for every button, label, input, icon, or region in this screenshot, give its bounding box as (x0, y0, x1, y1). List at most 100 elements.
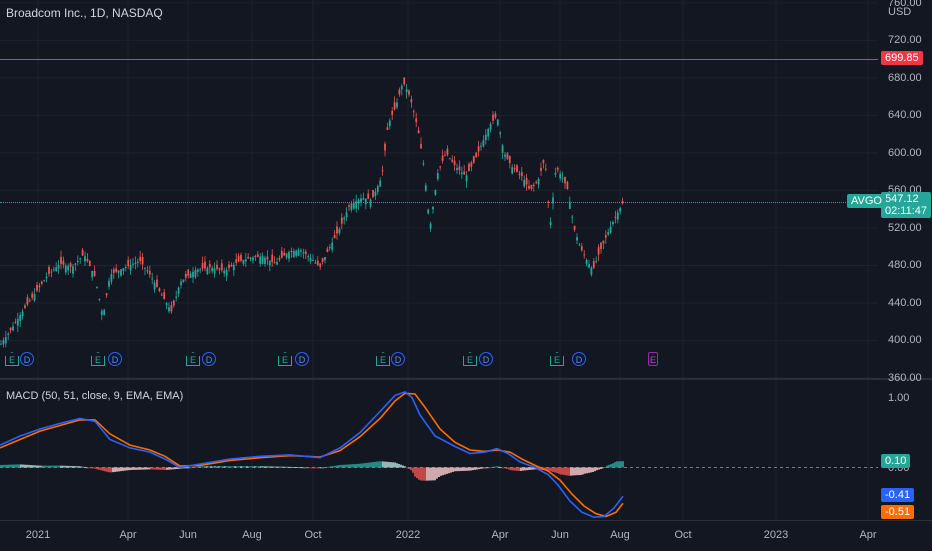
dividend-event-icon[interactable]: D (479, 352, 493, 366)
candle-body (280, 250, 283, 258)
alert-price-line[interactable] (0, 59, 878, 61)
candle-body (211, 267, 214, 272)
candle-body (184, 273, 187, 278)
candle-body (165, 303, 168, 305)
macd-histogram-bar (594, 467, 596, 472)
macd-histogram-bar (486, 467, 488, 469)
macd-histogram-bar (48, 465, 50, 468)
macd-histogram-bar (298, 467, 300, 469)
candle-body (60, 256, 62, 264)
macd-histogram-bar (534, 467, 536, 470)
macd-histogram-bar (168, 467, 170, 470)
candle-body (552, 197, 554, 204)
candle-body (420, 143, 422, 149)
macd-histogram-bar (166, 467, 168, 470)
candle-body (232, 264, 235, 271)
candle-body (141, 257, 144, 265)
candle-body (444, 155, 446, 157)
macd-histogram-bar (210, 466, 212, 468)
macd-histogram-bar (382, 461, 384, 468)
price-tick-label: 640.00 (888, 109, 922, 122)
dividend-event-icon[interactable]: D (202, 352, 216, 366)
macd-histogram-bar (292, 466, 294, 468)
macd-histogram-bar (268, 466, 270, 468)
candle-body (290, 251, 293, 253)
macd-histogram-bar (232, 466, 234, 468)
macd-histogram-bar (332, 466, 334, 468)
macd-histogram-bar (532, 467, 534, 470)
price-scale[interactable]: USD 760.00 720.00 680.00 640.00 600.00 560.00… (878, 0, 932, 384)
macd-chart-svg[interactable] (0, 380, 878, 520)
candle-body (309, 257, 312, 262)
candle-body (528, 185, 530, 189)
macd-histogram-bar (62, 465, 64, 468)
dividend-event-icon[interactable]: D (20, 352, 34, 366)
macd-histogram-bar (284, 466, 286, 468)
earnings-event-icon[interactable]: E (91, 352, 105, 366)
time-axis[interactable]: 2021 Apr Jun Aug Oct 2022 Apr Jun Aug Oct 2023 Apr (0, 520, 932, 551)
price-chart-svg[interactable] (0, 0, 878, 378)
candle-body (160, 294, 163, 296)
macd-histogram-bar (452, 467, 454, 472)
macd-histogram-bar (502, 467, 504, 469)
candle-body (216, 264, 218, 270)
earnings-event-icon[interactable]: E (278, 352, 292, 366)
candle-body (292, 250, 295, 258)
candle-body (266, 256, 269, 260)
dividend-event-icon[interactable]: D (108, 352, 122, 366)
dividend-event-icon[interactable]: D (295, 352, 309, 366)
candle-body (499, 132, 502, 135)
earnings-event-icon[interactable]: E (648, 352, 658, 366)
earnings-event-icon[interactable]: E (5, 352, 19, 366)
candle-body (556, 167, 559, 170)
macd-scale[interactable]: 1.000.00 0.10 -0.41 -0.51 (878, 380, 932, 520)
macd-histogram-bar (138, 467, 140, 470)
candle-body (588, 263, 590, 268)
macd-histogram-bar (84, 467, 86, 468)
macd-histogram-bar (570, 467, 572, 476)
macd-histogram-bar (14, 464, 16, 468)
candle-body (472, 156, 475, 163)
time-axis-label: Jun (551, 529, 569, 541)
macd-histogram-bar (454, 467, 456, 472)
candle-body (40, 281, 43, 284)
alert-price-badge[interactable]: 699.85 (881, 51, 923, 66)
macd-histogram-bar (424, 467, 426, 481)
candle-body (163, 292, 166, 300)
candle-body (595, 261, 598, 263)
candle-body (523, 180, 526, 187)
macd-histogram-bar (158, 467, 160, 470)
candle-body (204, 261, 206, 269)
candle-body (45, 276, 48, 279)
macd-histogram-bar (90, 467, 92, 469)
macd-histogram-bar (124, 467, 126, 471)
macd-histogram-bar (324, 467, 326, 469)
pane-separator[interactable] (0, 378, 932, 380)
time-axis-label: Apr (119, 529, 137, 541)
candle-body (448, 158, 451, 160)
candle-body (451, 159, 454, 162)
candle-body (156, 279, 158, 287)
macd-histogram-bar (504, 467, 506, 469)
earnings-event-icon[interactable]: E (550, 352, 564, 366)
macd-histogram-bar (76, 466, 78, 468)
macd-histogram-bar (444, 467, 446, 475)
macd-histogram-bar (38, 465, 40, 468)
macd-histogram-bar (102, 467, 104, 471)
candle-body (33, 294, 36, 301)
candle-body (607, 232, 610, 235)
dividend-event-icon[interactable]: D (572, 352, 586, 366)
dividend-event-icon[interactable]: D (391, 352, 405, 366)
macd-pane[interactable]: MACD (50, 51, close, 9, EMA, EMA) (0, 380, 878, 520)
macd-histogram-bar (44, 465, 46, 468)
macd-histogram-bar (590, 467, 592, 473)
earnings-event-icon[interactable]: E (463, 352, 477, 366)
macd-histogram-bar (376, 461, 378, 468)
macd-histogram-bar (250, 466, 252, 468)
earnings-event-icon[interactable]: E (186, 352, 200, 366)
candle-body (424, 185, 427, 191)
macd-histogram-bar (112, 467, 114, 473)
time-axis-label: Aug (242, 529, 262, 541)
earnings-event-icon[interactable]: E (376, 352, 390, 366)
